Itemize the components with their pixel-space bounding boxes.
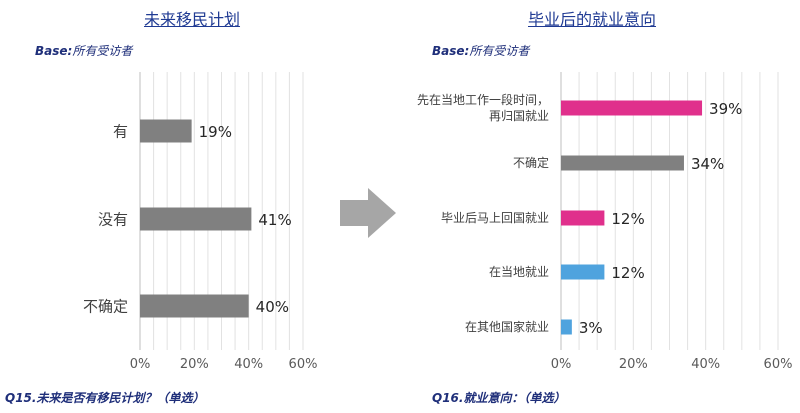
right-bar xyxy=(561,210,605,226)
left-question: Q15.未来是否有移民计划？（单选） xyxy=(5,391,205,405)
right-bar xyxy=(561,319,572,335)
right-category-label: 在当地就业 xyxy=(489,265,549,279)
left-value-label: 19% xyxy=(199,123,232,141)
left-bar xyxy=(140,207,252,231)
left-chart-title: 未来移民计划 xyxy=(144,10,241,29)
left-base-label: Base: xyxy=(35,44,73,58)
right-bar xyxy=(561,100,703,116)
right-base-note: Base:所有受访者 xyxy=(432,42,529,59)
left-value-label: 40% xyxy=(256,298,289,316)
right-chart-title: 毕业后的就业意向 xyxy=(528,10,657,29)
left-base-note: Base:所有受访者 xyxy=(35,42,132,59)
left-tick-label: 20% xyxy=(180,357,209,372)
left-category-label: 有 xyxy=(113,122,128,140)
right-tick-label: 20% xyxy=(619,357,648,372)
right-value-label: 3% xyxy=(579,319,603,337)
left-category-label: 没有 xyxy=(98,210,128,228)
right-category-label: 不确定 xyxy=(513,155,549,170)
right-tick-label: 0% xyxy=(551,357,572,372)
right-base-label: Base: xyxy=(432,44,470,58)
left-base-text: 所有受访者 xyxy=(72,44,133,58)
left-tick-label: 60% xyxy=(289,357,318,372)
left-tick-label: 40% xyxy=(234,357,263,372)
right-value-label: 12% xyxy=(611,264,644,282)
right-category-label: 再归国就业 xyxy=(489,109,549,123)
right-category-label: 先在当地工作一段时间， xyxy=(417,92,549,107)
right-tick-label: 60% xyxy=(764,357,793,372)
arrow-right-icon xyxy=(340,188,396,238)
right-value-label: 39% xyxy=(709,100,742,118)
right-value-label: 12% xyxy=(611,210,644,228)
right-bar xyxy=(561,264,605,280)
right-base-text: 所有受访者 xyxy=(469,44,530,58)
right-category-label: 在其他国家就业 xyxy=(465,319,549,334)
right-tick-label: 40% xyxy=(691,357,720,372)
left-value-label: 41% xyxy=(258,211,291,229)
left-bar xyxy=(140,294,249,318)
left-category-label: 不确定 xyxy=(83,297,128,315)
right-bar xyxy=(561,155,684,171)
right-question: Q16.就业意向：（单选） xyxy=(432,391,566,405)
left-tick-label: 0% xyxy=(130,357,151,372)
right-category-label: 毕业后马上回国就业 xyxy=(441,211,549,225)
left-bar xyxy=(140,119,192,143)
right-value-label: 34% xyxy=(691,155,724,173)
